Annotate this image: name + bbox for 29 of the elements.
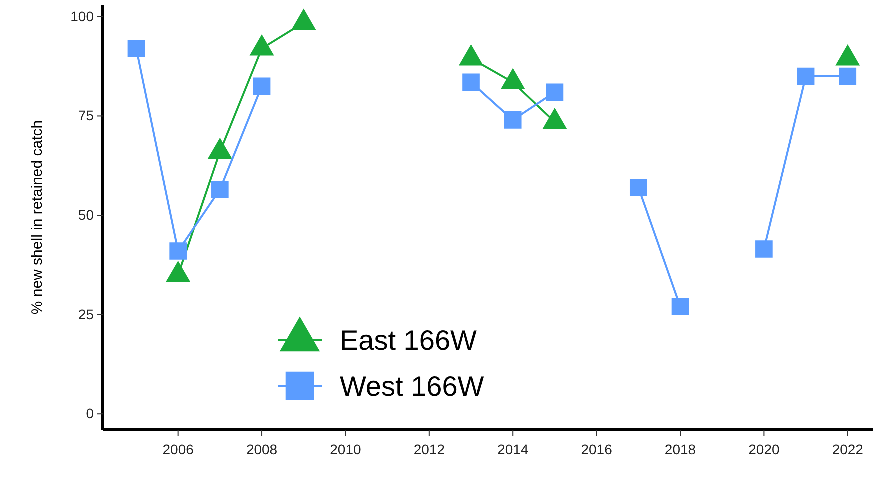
point xyxy=(170,242,187,260)
legend-label: East 166W xyxy=(340,325,478,356)
point xyxy=(504,112,522,129)
point xyxy=(253,78,271,96)
point xyxy=(212,181,229,198)
point xyxy=(672,298,690,316)
y-tick-label: 0 xyxy=(86,406,94,422)
legend-label: West 166W xyxy=(340,371,485,402)
x-tick-label: 2012 xyxy=(414,441,446,458)
x-tick-label: 2020 xyxy=(748,441,780,458)
point xyxy=(839,68,857,86)
y-axis-title: % new shell in retained catch xyxy=(29,120,46,315)
x-tick-label: 2014 xyxy=(498,441,529,458)
y-tick-label: 100 xyxy=(70,8,94,24)
x-tick-label: 2018 xyxy=(664,441,696,458)
point xyxy=(630,179,648,196)
y-tick-label: 25 xyxy=(78,306,94,322)
x-tick-label: 2022 xyxy=(832,441,864,458)
x-tick-label: 2010 xyxy=(330,441,362,458)
x-tick-label: 2008 xyxy=(246,441,278,458)
x-tick-label: 2006 xyxy=(162,441,194,458)
point xyxy=(546,84,564,102)
point xyxy=(128,40,146,58)
point xyxy=(462,74,480,92)
y-tick-label: 50 xyxy=(78,206,94,223)
x-tick-label: 2016 xyxy=(581,441,613,458)
y-tick-label: 75 xyxy=(78,108,94,124)
point xyxy=(756,240,773,258)
point xyxy=(797,68,815,86)
